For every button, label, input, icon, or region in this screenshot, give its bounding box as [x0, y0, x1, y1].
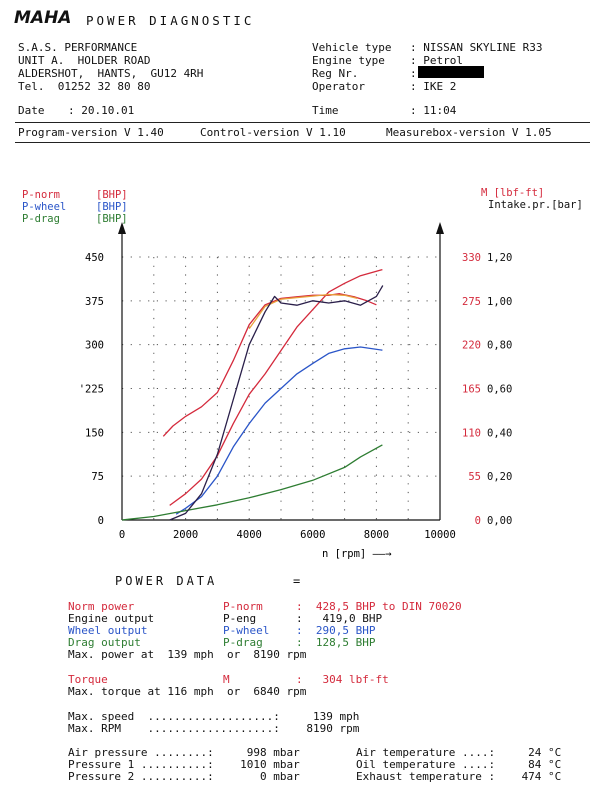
measurebox-version: Measurebox-version V 1.05: [386, 126, 552, 139]
pressure-tick-label: 0,00: [487, 515, 512, 527]
left-axis-arrow: [118, 222, 126, 234]
oil-temperature-line: Oil temperature ....: 84 °C: [356, 758, 562, 771]
series-line-p-wheel: [175, 346, 383, 515]
y-tick-label: '225: [79, 384, 104, 396]
legend-unit: [BHP]: [96, 213, 128, 225]
power-row-label: Norm power: [68, 600, 135, 613]
series-line-m-overlay: [248, 293, 358, 330]
pressure-tick-label: 0,80: [487, 340, 512, 352]
pressure-tick-label: 1,00: [487, 296, 512, 308]
power-data-title: POWER DATA: [115, 574, 218, 588]
torque-tick-label: 110: [462, 427, 481, 439]
max-speed-line: Max. speed ...................: 139 mph: [68, 710, 360, 723]
torque-tick-label: 275: [462, 296, 481, 308]
y-tick-label: 0: [98, 515, 104, 527]
page-title: POWER DIAGNOSTIC: [86, 13, 255, 28]
y-tick-label: 75: [91, 471, 104, 483]
x-tick-label: 2000: [173, 529, 198, 541]
y-tick-label: 150: [85, 427, 104, 439]
x-tick-label: 6000: [300, 529, 325, 541]
power-row-sym: P-drag: [223, 636, 263, 649]
series-line-p-norm: [169, 268, 383, 506]
operator-label: Operator: [312, 80, 365, 93]
power-row-label: Engine output: [68, 612, 155, 625]
series-line-intake-pr-: [169, 285, 384, 521]
legend-intake: Intake.pr.[bar]: [488, 199, 583, 211]
version-rule-bottom: [15, 142, 590, 143]
company-line-2: UNIT A. HOLDER ROAD: [18, 54, 151, 67]
y-tick-label: 450: [85, 252, 104, 264]
power-row-value: : 428,5 BHP to DIN 70020: [296, 600, 462, 613]
torque-tick-label: 55: [468, 471, 481, 483]
max-power-line: Max. power at 139 mph or 8190 rpm: [68, 648, 307, 661]
pressure-tick-label: 1,20: [487, 252, 512, 264]
exhaust-temperature-line: Exhaust temperature : 474 °C: [356, 770, 562, 783]
torque-tick-label: 165: [462, 384, 481, 396]
x-axis-label: n [rpm] ——→: [322, 548, 392, 560]
torque-tick-label: 330: [462, 252, 481, 264]
company-line-3: ALDERSHOT, HANTS, GU12 4RH: [18, 67, 204, 80]
reg-nr-value: :: [410, 67, 417, 80]
operator-value: : IKE 2: [410, 80, 457, 93]
torque-tick-label: 0: [475, 515, 481, 527]
company-line-4: Tel. 01252 32 80 80: [18, 80, 151, 93]
date-label: Date: [18, 104, 45, 117]
reg-nr-redaction: [418, 66, 484, 78]
power-row-value: : 128,5 BHP: [296, 636, 376, 649]
legend-name: P-drag: [22, 213, 60, 225]
pressure-tick-label: 0,40: [487, 427, 512, 439]
pressure-2-line: Pressure 2 ..........: 0 mbar: [68, 770, 300, 783]
torque-value: : 304 lbf-ft: [296, 673, 389, 686]
y-tick-label: 375: [85, 296, 104, 308]
power-row-value: : 290,5 BHP: [296, 624, 376, 637]
x-tick-label: 8000: [364, 529, 389, 541]
power-row-label: Drag output: [68, 636, 141, 649]
control-version: Control-version V 1.10: [200, 126, 346, 139]
power-data-eq: =: [293, 574, 304, 588]
company-line-1: S.A.S. PERFORMANCE: [18, 41, 138, 54]
pressure-1-line: Pressure 1 ..........: 1010 mbar: [68, 758, 300, 771]
air-temperature-line: Air temperature ....: 24 °C: [356, 746, 562, 759]
right-axis-arrow: [436, 222, 444, 234]
series-line-m: [162, 293, 377, 437]
reg-nr-label: Reg Nr.: [312, 67, 359, 80]
series-line-p-drag: [121, 444, 383, 521]
torque-tick-label: 220: [462, 340, 481, 352]
date-value: : 20.10.01: [68, 104, 135, 117]
version-rule-top: [15, 122, 590, 123]
y-tick-label: 300: [85, 340, 104, 352]
vehicle-type-value: : NISSAN SKYLINE R33: [410, 41, 543, 54]
power-row-value: : 419,0 BHP: [296, 612, 383, 625]
torque-label: Torque: [68, 673, 108, 686]
engine-type-value: : Petrol: [410, 54, 463, 67]
time-label: Time: [312, 104, 339, 117]
maha-logo: MAHA: [14, 8, 72, 28]
power-row-sym: P-wheel: [223, 624, 270, 637]
power-row-sym: P-norm: [223, 600, 263, 613]
legend-unit: [BHP]: [96, 201, 128, 213]
air-pressure-line: Air pressure ........: 998 mbar: [68, 746, 300, 759]
vehicle-type-label: Vehicle type: [312, 41, 392, 54]
pressure-tick-label: 0,20: [487, 471, 512, 483]
engine-type-label: Engine type: [312, 54, 385, 67]
pressure-tick-label: 0,60: [487, 384, 512, 396]
x-tick-label: 0: [119, 529, 125, 541]
power-row-label: Wheel output: [68, 624, 148, 637]
x-tick-label: 4000: [237, 529, 262, 541]
power-chart: P-norm [BHP] P-wheel [BHP] P-drag [BHP] M [lbf…: [22, 187, 583, 560]
legend-torque: M [lbf-ft]: [481, 187, 544, 199]
power-row-sym: P-eng: [223, 612, 257, 625]
legend-name: P-wheel: [22, 201, 66, 213]
max-torque-line: Max. torque at 116 mph or 6840 rpm: [68, 685, 307, 698]
torque-symbol: M: [223, 673, 230, 686]
x-tick-label: 10000: [424, 529, 456, 541]
legend-name: P-norm: [22, 189, 60, 201]
max-rpm-line: Max. RPM ...................: 8190 rpm: [68, 722, 360, 735]
program-version: Program-version V 1.40: [18, 126, 164, 139]
legend-unit: [BHP]: [96, 189, 128, 201]
time-value: : 11:04: [410, 104, 457, 117]
